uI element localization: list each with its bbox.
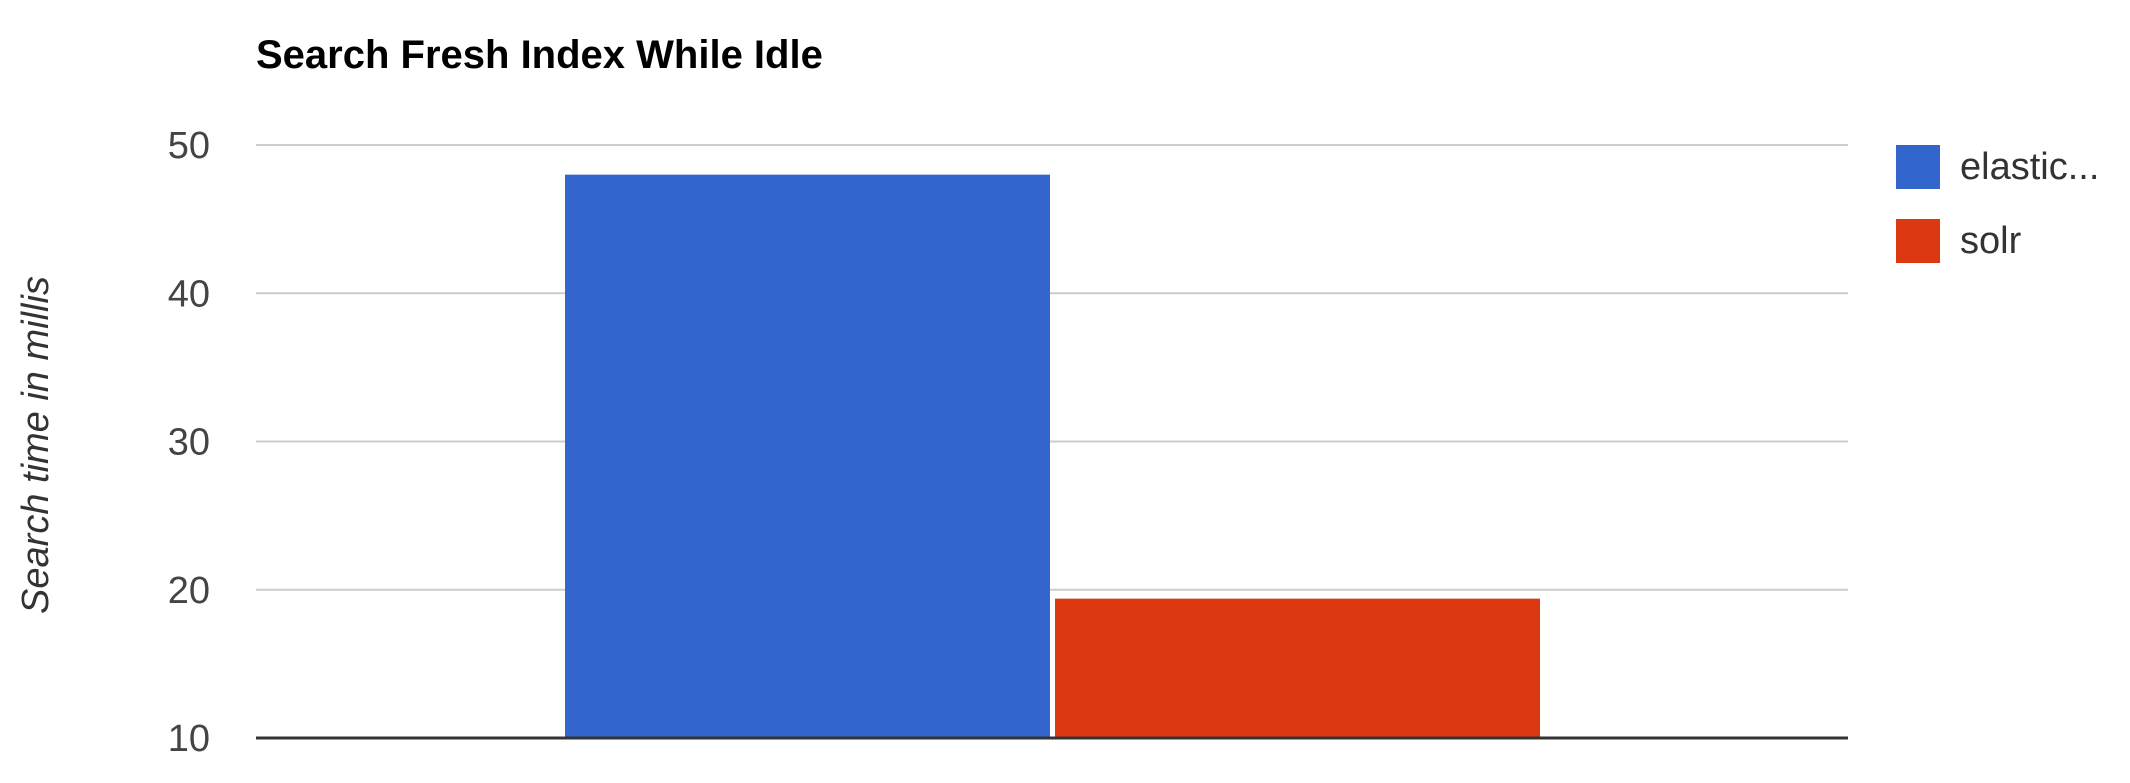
legend-label: elastic...	[1960, 146, 2099, 188]
legend-swatch	[1896, 219, 1940, 263]
legend-swatch	[1896, 145, 1940, 189]
chart-title: Search Fresh Index While Idle	[256, 33, 823, 77]
bar-solr	[1055, 598, 1540, 738]
y-tick-label: 10	[168, 718, 210, 760]
y-tick-label: 50	[168, 125, 210, 167]
y-axis-title: Search time in millis	[15, 276, 57, 614]
legend: elastic... solr	[1896, 145, 2099, 263]
y-tick-label: 30	[168, 422, 210, 464]
bars	[565, 174, 1540, 738]
y-tick-label: 40	[168, 273, 210, 315]
gridlines	[256, 144, 1848, 591]
y-axis-ticks: 10 20 30 40 50	[168, 125, 210, 760]
bar-elastic	[565, 174, 1050, 738]
y-tick-label: 20	[168, 570, 210, 612]
legend-label: solr	[1960, 220, 2022, 262]
